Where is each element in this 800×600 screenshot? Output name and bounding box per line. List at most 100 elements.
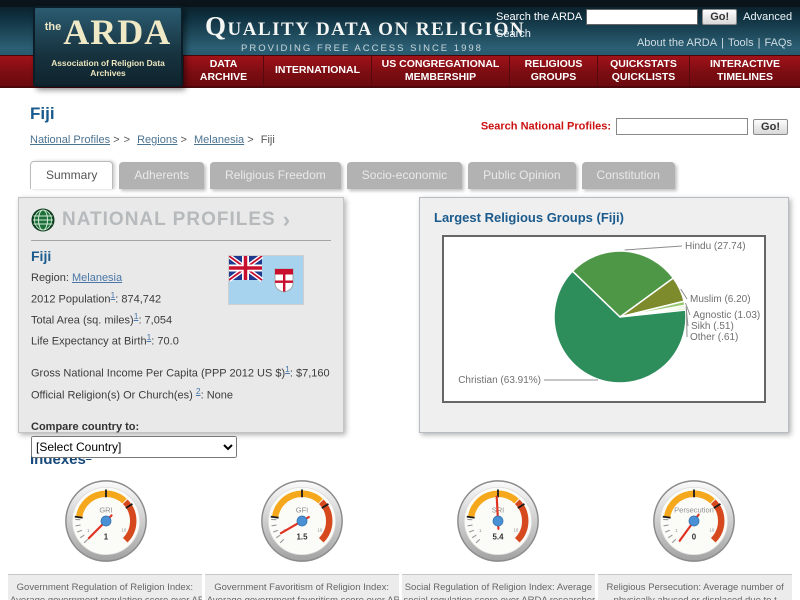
banner: QUALITY DATA ON RELIGION PROVIDING FREE … [205, 11, 525, 54]
official-religion-row: Official Religion(s) Or Church(es) 2: No… [31, 385, 233, 402]
gri-gauge: 1 10 GRI 1 [65, 480, 147, 562]
chevron-right-icon: › [282, 207, 291, 232]
site-header: theARDA Association of Religion Data Arc… [0, 0, 800, 88]
faqs-link[interactable]: FAQs [764, 37, 792, 49]
site-search-input[interactable] [586, 9, 699, 26]
pie-label-hindu: Hindu (27.74) [685, 241, 746, 252]
pie-label-muslim: Muslim (6.20) [690, 294, 751, 305]
logo-tagline: Association of Religion Data Archives [51, 58, 165, 78]
site-search-label: Search the ARDA [496, 11, 583, 23]
divider [31, 240, 331, 241]
tab-religious-freedom[interactable]: Religious Freedom [210, 162, 341, 189]
breadcrumb-melanesia[interactable]: Melanesia [194, 134, 245, 146]
nav-us-congregational-membership[interactable]: US CONGREGATIONAL MEMBERSHIP [371, 56, 509, 86]
pie-slice-hindu [571, 250, 675, 318]
chart-title: Largest Religious Groups (Fiji) [434, 210, 624, 225]
site-search-go-button[interactable]: Go! [702, 9, 738, 26]
national-profile-box: NATIONAL PROFILES › Fiji Region: Melanes… [18, 197, 344, 458]
religious-groups-chart-box: Largest Religious Groups (Fiji) Hindu (2… [419, 197, 789, 433]
page-head: Fiji National Profiles > > Regions > Mela… [0, 88, 800, 146]
svg-text:1: 1 [675, 528, 678, 533]
header-top-strip [0, 0, 800, 7]
nav-religious-groups[interactable]: RELIGIOUS GROUPS [509, 56, 597, 86]
globe-icon [31, 208, 55, 232]
nav-interactive-timelines[interactable]: INTERACTIVE TIMELINES [689, 56, 800, 86]
page-title: Fiji [30, 104, 55, 123]
content-boxes: NATIONAL PROFILES › Fiji Region: Melanes… [18, 197, 800, 458]
country-name: Fiji [31, 248, 52, 264]
nav-international[interactable]: INTERNATIONAL [263, 56, 371, 86]
breadcrumb-national-profiles[interactable]: National Profiles [30, 134, 111, 146]
compare-country-label: Compare country to: [31, 420, 140, 433]
header-links: About the ARDA | Tools | FAQs [637, 37, 792, 49]
svg-text:10: 10 [709, 528, 714, 533]
banner-title: QUALITY DATA ON RELIGION [205, 11, 526, 41]
life-expectancy-row: Life Expectancy at Birth1: 70.0 [31, 332, 179, 348]
arda-logo[interactable]: theARDA Association of Religion Data Arc… [33, 6, 183, 87]
fiji-flag [229, 256, 303, 304]
tools-link[interactable]: Tools [727, 37, 754, 49]
profile-tabs: Summary Adherents Religious Freedom Soci… [30, 161, 800, 189]
callout-line-muslim [680, 288, 688, 300]
region-melanesia-link[interactable]: Melanesia [71, 272, 123, 284]
gni-row: Gross National Income Per Capita (PPP 20… [31, 364, 330, 380]
np-search-input[interactable] [616, 118, 749, 135]
svg-text:10: 10 [513, 528, 518, 533]
svg-text:1: 1 [104, 533, 109, 542]
np-search-label: Search National Profiles: [480, 120, 612, 133]
svg-text:1: 1 [479, 528, 482, 533]
population-row: 2012 Population1: 874,742 [31, 289, 162, 306]
persecution-gauge: 1 10 Persecution 0 [653, 480, 735, 562]
footnote-1-link[interactable]: 1 [110, 289, 116, 300]
persecution-caption: Religious Persecution: Average number of… [598, 574, 792, 600]
nav-data-archive[interactable]: DATA ARCHIVE [183, 56, 263, 86]
tab-socio-economic[interactable]: Socio-economic [346, 162, 463, 189]
gauge-captions: Government Regulation of Religion Index:… [0, 574, 800, 600]
svg-text:1: 1 [87, 528, 90, 533]
svg-text:1.5: 1.5 [297, 533, 309, 542]
national-profiles-search: Search National Profiles: Go! [481, 118, 788, 135]
footnote-1-link[interactable]: 1 [285, 364, 290, 375]
footnote-2-link[interactable]: 2 [195, 385, 201, 396]
gri-caption: Government Regulation of Religion Index:… [8, 574, 202, 600]
compare-country-select[interactable]: [Select Country] [31, 435, 237, 458]
tab-summary[interactable]: Summary [30, 161, 114, 189]
tab-public-opinion[interactable]: Public Opinion [468, 162, 576, 189]
nav-quickstats-quicklists[interactable]: QUICKSTATS QUICKLISTS [597, 56, 689, 86]
advanced-search-link[interactable]: Advanced Search [496, 11, 793, 40]
svg-text:Persecution: Persecution [674, 505, 714, 514]
callout-line-hindu [624, 245, 683, 251]
link-separator: | [757, 37, 761, 49]
callout-line-agnostic [685, 302, 691, 316]
region-row: Region: Melanesia [31, 272, 123, 284]
banner-subtitle: PROVIDING FREE ACCESS SINCE 1998 [241, 43, 483, 54]
breadcrumb: National Profiles > > Regions > Melanesia… [30, 134, 275, 146]
svg-text:10: 10 [121, 528, 126, 533]
pie-label-christian: Christian (63.91%) [458, 375, 541, 386]
svg-text:5.4: 5.4 [493, 533, 505, 542]
pie-chart-plot: Hindu (27.74) Muslim (6.20) Agnostic (1.… [442, 235, 766, 403]
tab-adherents[interactable]: Adherents [119, 162, 205, 189]
pie-label-agnostic: Agnostic (1.03) [693, 310, 760, 321]
pie-label-other: Other (.61) [690, 332, 738, 343]
footnote-1-link[interactable]: 1 [133, 310, 139, 321]
gfi-caption: Government Favoritism of Religion Index:… [204, 574, 399, 600]
sri-gauge: 110SRI5.4 [457, 480, 539, 562]
svg-text:10: 10 [317, 528, 322, 533]
sri-caption: Social Regulation of Religion Index: Ave… [401, 574, 596, 600]
site-search: Search the ARDA Go! Advanced Search [496, 9, 794, 43]
footnote-1-link[interactable]: 1 [146, 332, 152, 343]
breadcrumb-regions[interactable]: Regions [137, 134, 178, 146]
svg-text:GFI: GFI [296, 505, 309, 514]
about-the-arda-link[interactable]: About the ARDA [636, 37, 718, 49]
tab-constitution[interactable]: Constitution [581, 162, 675, 189]
callout-line-other [686, 308, 688, 338]
np-search-go-button[interactable]: Go! [753, 118, 788, 135]
national-profiles-header[interactable]: NATIONAL PROFILES › [31, 208, 331, 232]
link-separator: | [721, 37, 724, 49]
compare-country: Compare country to: [Select Country] [31, 421, 331, 458]
logo-arda: ARDA [63, 12, 172, 52]
national-profiles-title: NATIONAL PROFILES [62, 209, 276, 230]
